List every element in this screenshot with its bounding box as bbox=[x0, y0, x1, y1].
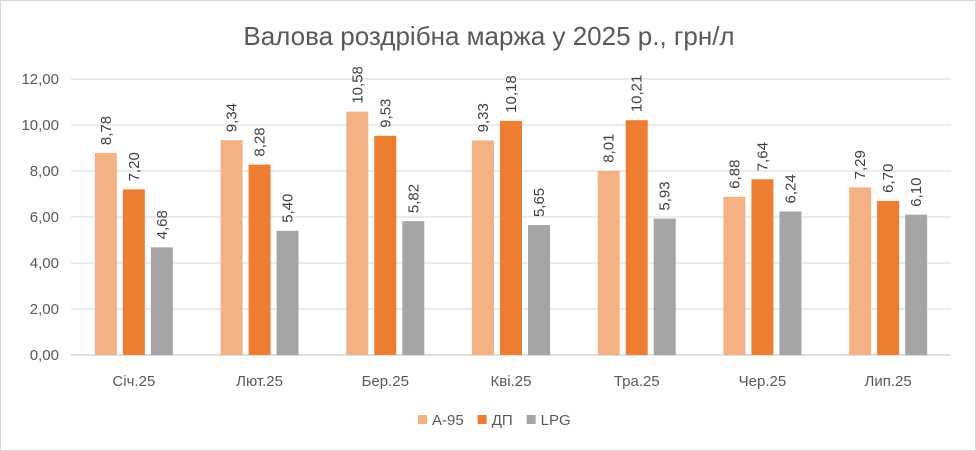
data-label: 10,18 bbox=[503, 75, 520, 113]
data-label: 5,40 bbox=[280, 194, 297, 223]
y-tick-label: 6,00 bbox=[30, 209, 59, 226]
data-label: 5,93 bbox=[657, 181, 674, 210]
data-label: 6,88 bbox=[726, 160, 743, 189]
data-label: 5,82 bbox=[405, 184, 422, 213]
bar bbox=[346, 111, 369, 355]
data-label: 6,24 bbox=[782, 174, 799, 203]
bar bbox=[94, 153, 117, 355]
x-tick-label: Тра.25 bbox=[614, 373, 660, 390]
data-label: 6,70 bbox=[880, 164, 897, 193]
data-label: 9,53 bbox=[377, 99, 394, 128]
bar bbox=[653, 218, 676, 355]
y-tick-label: 0,00 bbox=[30, 347, 59, 364]
bar bbox=[779, 211, 802, 355]
bar bbox=[528, 225, 550, 355]
data-label: 10,58 bbox=[349, 66, 366, 104]
bar bbox=[877, 200, 900, 355]
data-label: 7,64 bbox=[754, 142, 771, 171]
legend-swatch bbox=[526, 415, 536, 424]
data-label: 7,20 bbox=[126, 152, 143, 181]
data-label: 8,01 bbox=[601, 134, 618, 163]
x-tick-label: Бер.25 bbox=[362, 373, 409, 390]
bar bbox=[625, 120, 648, 355]
y-tick-label: 8,00 bbox=[30, 163, 59, 180]
data-label: 8,28 bbox=[252, 127, 269, 156]
data-label: 8,78 bbox=[98, 116, 115, 145]
y-tick-label: 2,00 bbox=[30, 301, 59, 318]
legend-label: ДП bbox=[492, 412, 513, 429]
bar bbox=[597, 170, 620, 355]
y-tick-label: 10,00 bbox=[21, 117, 59, 134]
bar bbox=[248, 164, 271, 355]
data-label: 6,10 bbox=[908, 177, 925, 206]
bar bbox=[276, 230, 299, 355]
bar bbox=[500, 120, 522, 355]
bar bbox=[220, 140, 243, 355]
legend-label: А-95 bbox=[432, 412, 464, 429]
bar bbox=[723, 196, 746, 355]
bar bbox=[751, 179, 774, 355]
data-label: 4,68 bbox=[154, 210, 171, 239]
bar bbox=[374, 135, 397, 355]
x-tick-label: Чер.25 bbox=[739, 373, 787, 390]
chart-title: Валова роздрібна маржа у 2025 р., грн/л bbox=[243, 21, 735, 51]
bar bbox=[849, 187, 872, 355]
legend-swatch bbox=[477, 415, 487, 424]
x-tick-label: Кві.25 bbox=[491, 373, 532, 390]
x-tick-label: Лип.25 bbox=[865, 373, 912, 390]
bar bbox=[472, 140, 494, 355]
legend-label: LPG bbox=[541, 412, 571, 429]
data-label: 9,33 bbox=[475, 103, 492, 132]
bar bbox=[122, 189, 145, 355]
bar bbox=[150, 247, 173, 355]
bar bbox=[402, 221, 425, 355]
legend-swatch bbox=[418, 415, 427, 424]
x-tick-label: Січ.25 bbox=[112, 373, 155, 390]
x-tick-label: Лют.25 bbox=[236, 373, 283, 390]
data-label: 7,29 bbox=[852, 150, 869, 179]
data-label: 10,21 bbox=[629, 75, 646, 113]
data-label: 9,34 bbox=[224, 103, 241, 132]
data-label: 5,65 bbox=[531, 188, 548, 217]
y-tick-label: 12,00 bbox=[21, 71, 59, 88]
bar bbox=[905, 214, 928, 355]
y-tick-label: 4,00 bbox=[30, 255, 59, 272]
